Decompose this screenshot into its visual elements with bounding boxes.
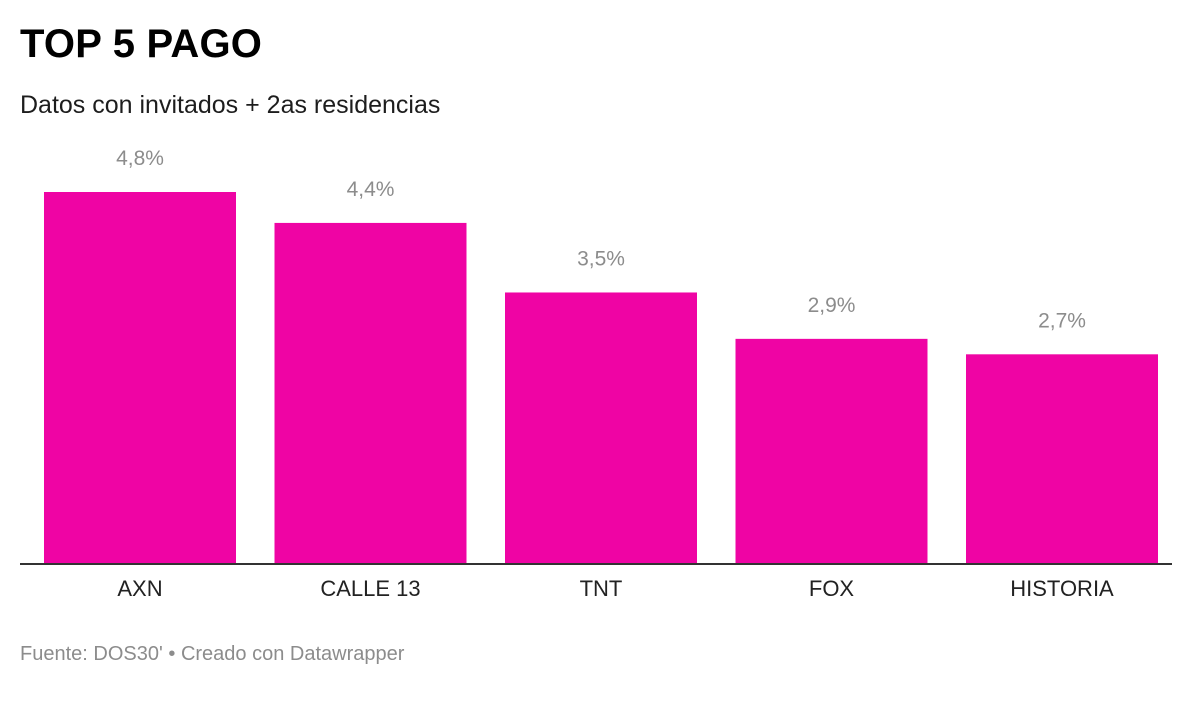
category-labels-group: AXN CALLE 13 TNT FOX HISTORIA <box>117 576 1114 601</box>
value-labels-group: 4,8% 4,4% 3,5% 2,9% 2,7% <box>116 147 1086 332</box>
value-label: 3,5% <box>577 247 625 270</box>
bar-calle-13 <box>274 222 467 563</box>
value-label: 2,7% <box>1038 309 1086 332</box>
value-label: 4,8% <box>116 147 164 170</box>
category-label: TNT <box>580 576 623 601</box>
category-label: AXN <box>117 576 162 601</box>
value-label: 4,4% <box>347 178 395 201</box>
footer-credit: Creado con Datawrapper <box>180 643 405 665</box>
bars-group <box>44 192 1158 563</box>
bar-axn <box>44 192 236 563</box>
value-label: 2,9% <box>808 294 856 317</box>
category-label: FOX <box>809 576 855 601</box>
category-label: HISTORIA <box>1010 576 1114 601</box>
chart-title: TOP 5 PAGO <box>20 22 263 66</box>
footer-source: Fuente: DOS30' <box>20 643 163 665</box>
chart-subtitle: Datos con invitados + 2as residencias <box>20 91 441 119</box>
bar-tnt <box>505 292 697 563</box>
bar-historia <box>966 354 1158 563</box>
bar-chart: 4,8% 4,4% 3,5% 2,9% 2,7% AXN CALLE 13 TNT FOX HI… <box>20 147 1172 601</box>
chart-footer: Fuente: DOS30' • Creado con Datawrapper <box>20 643 404 666</box>
category-label: CALLE 13 <box>320 576 420 601</box>
footer-separator: • <box>168 643 176 665</box>
bar-fox <box>735 338 928 563</box>
